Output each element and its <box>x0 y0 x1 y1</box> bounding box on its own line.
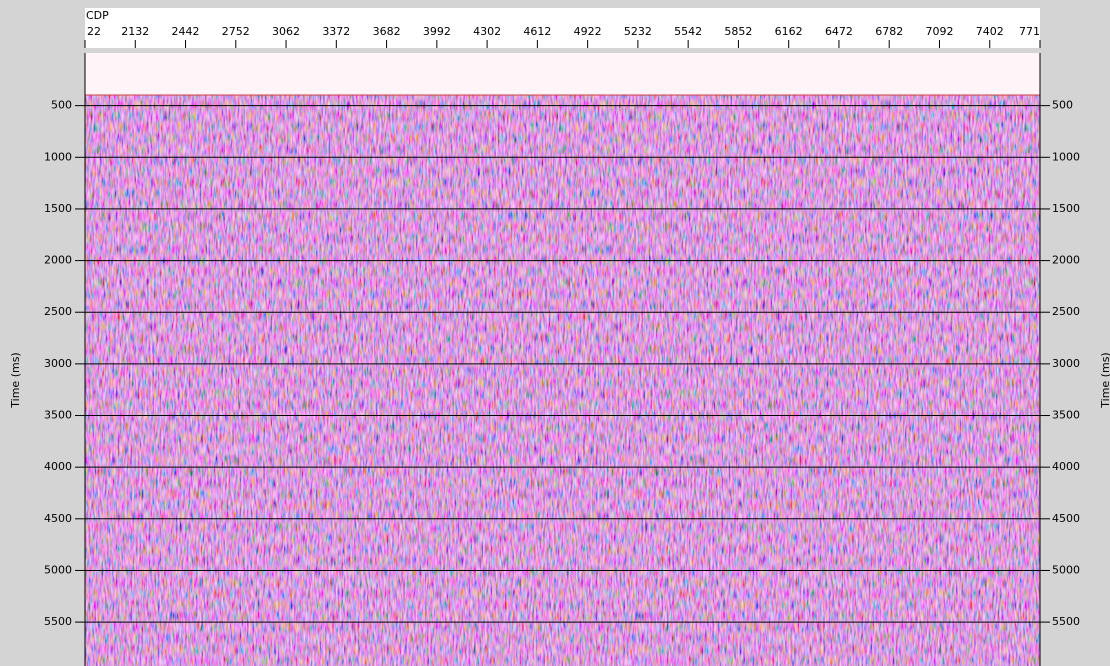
y-tick-label: 1000 <box>44 150 72 163</box>
y-tick-label: 3500 <box>44 409 72 422</box>
y-tick-label-right: 3500 <box>1052 409 1080 422</box>
y-tick-label: 4000 <box>44 460 72 473</box>
x-tick-label: 3372 <box>322 25 350 38</box>
x-tick-label: 2442 <box>172 25 200 38</box>
y-axis-label-right: Time (ms) <box>1099 352 1110 408</box>
x-tick-label: 5232 <box>624 25 652 38</box>
x-tick-label: 5542 <box>674 25 702 38</box>
no-data-zone <box>85 53 1040 95</box>
y-tick-label: 5000 <box>44 563 72 576</box>
x-tick-label: 4612 <box>523 25 551 38</box>
x-tick-label: 4302 <box>473 25 501 38</box>
x-tick-label: 4922 <box>574 25 602 38</box>
y-tick-label-right: 500 <box>1052 99 1073 112</box>
plot-area <box>85 53 1040 666</box>
x-tick-label: 3062 <box>272 25 300 38</box>
x-tick-label: 6162 <box>775 25 803 38</box>
y-tick-label-right: 2000 <box>1052 254 1080 267</box>
x-axis-label: CDP <box>86 9 109 22</box>
y-tick-label: 3000 <box>44 357 72 370</box>
x-tick-label: 771 <box>1019 25 1040 38</box>
y-tick-label-right: 2500 <box>1052 305 1080 318</box>
seismic-traces <box>85 53 1040 666</box>
y-tick-label: 500 <box>51 99 72 112</box>
y-tick-label: 5500 <box>44 615 72 628</box>
x-tick-label: 6472 <box>825 25 853 38</box>
y-tick-label-right: 3000 <box>1052 357 1080 370</box>
y-tick-label: 4500 <box>44 512 72 525</box>
y-tick-label: 2500 <box>44 305 72 318</box>
x-tick-label: 7092 <box>925 25 953 38</box>
y-axis-label: Time (ms) <box>9 352 22 408</box>
y-tick-label-right: 1000 <box>1052 150 1080 163</box>
x-tick-label: 7402 <box>976 25 1004 38</box>
y-tick-label: 2000 <box>44 254 72 267</box>
x-tick-label: 2132 <box>121 25 149 38</box>
x-tick-label: 2752 <box>222 25 250 38</box>
y-tick-label-right: 5000 <box>1052 563 1080 576</box>
y-tick-label-right: 5500 <box>1052 615 1080 628</box>
y-tick-label-right: 4500 <box>1052 512 1080 525</box>
x-tick-label: 3682 <box>373 25 401 38</box>
x-tick-label: 5852 <box>724 25 752 38</box>
y-tick-label-right: 4000 <box>1052 460 1080 473</box>
top-axis-panel <box>85 8 1040 48</box>
x-tick-label: 6782 <box>875 25 903 38</box>
x-tick-label: 22 <box>87 25 101 38</box>
x-tick-label: 3992 <box>423 25 451 38</box>
y-tick-label: 1500 <box>44 202 72 215</box>
y-tick-label-right: 1500 <box>1052 202 1080 215</box>
